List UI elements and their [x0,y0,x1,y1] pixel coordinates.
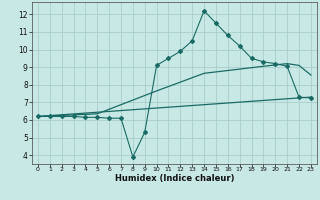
X-axis label: Humidex (Indice chaleur): Humidex (Indice chaleur) [115,174,234,183]
